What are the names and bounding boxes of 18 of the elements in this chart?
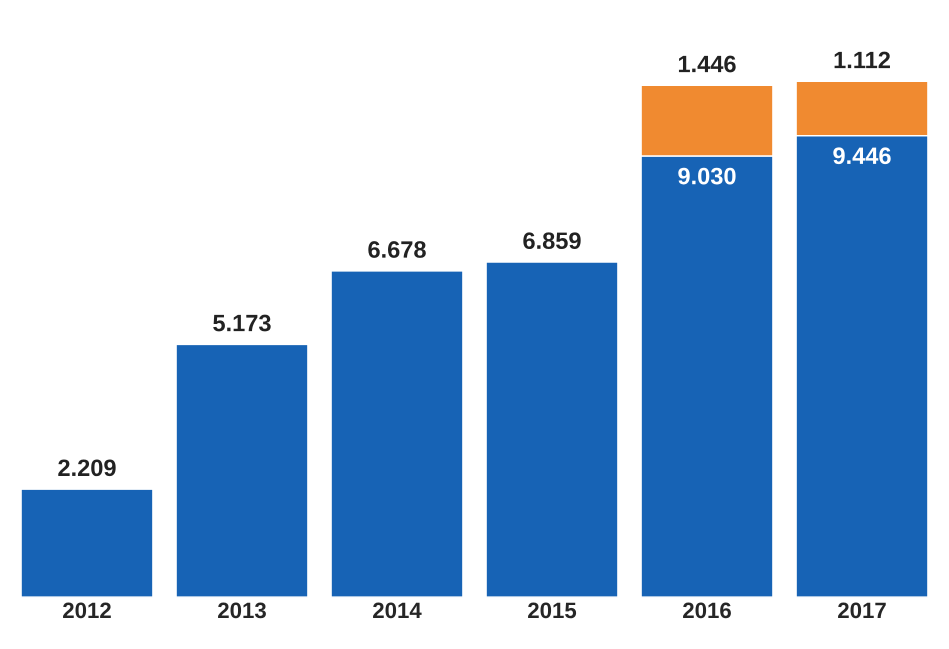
bar [485,261,619,598]
x-tick-label: 2017 [838,602,886,618]
x-tick-label: 2012 [63,602,111,618]
x-tick-label: 2016 [683,602,731,618]
data-label: 1.112 [834,52,890,68]
x-tick-label: 2014 [373,602,422,618]
data-label: 9.446 [833,147,891,164]
data-label: 1.446 [678,56,736,72]
data-label: 5.173 [213,314,271,332]
x-tick-label: 2015 [528,602,576,618]
data-label: 9.030 [678,168,736,184]
bar [330,270,464,598]
data-label: 6.678 [368,241,426,258]
data-label: 6.859 [523,232,581,250]
bar [175,344,309,598]
x-tick-label: 2013 [218,602,266,618]
data-label: 2.209 [58,459,116,476]
bar [20,488,154,598]
